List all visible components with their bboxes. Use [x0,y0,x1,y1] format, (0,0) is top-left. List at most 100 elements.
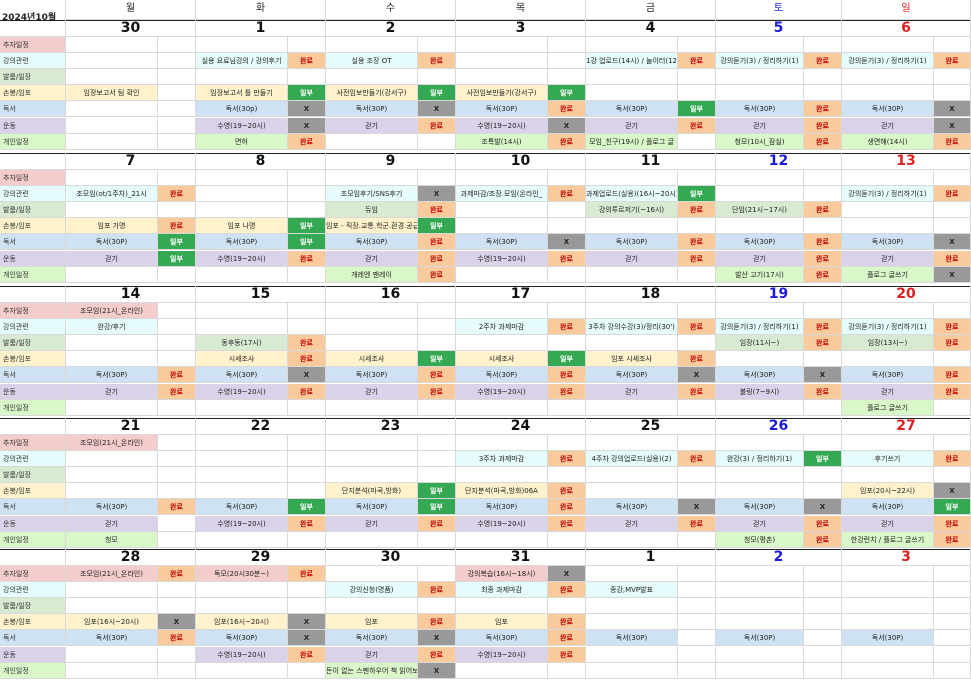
status-badge: X [418,186,456,203]
status-badge [548,53,586,70]
status-badge: 완료 [548,133,586,150]
status-badge [934,218,971,235]
task-cell [66,483,158,500]
status-badge: 완료 [418,367,456,384]
status-badge: 완료 [548,319,586,336]
task-cell [196,186,288,203]
task-cell [586,170,678,187]
status-badge [804,399,842,416]
task-cell: 독서(30P) [716,101,804,118]
task-cell [586,303,678,320]
task-cell [842,467,934,484]
task-cell [196,598,288,615]
status-badge [548,467,586,484]
task-cell: 독서(30P) [326,234,418,251]
status-badge: X [934,266,971,283]
status-badge: X [548,234,586,251]
task-cell: 수영(19~20시) [196,646,288,663]
task-cell: 임포 - 직장.교통.학군.환경.공급 [326,218,418,235]
status-badge: 완료 [548,499,586,516]
task-cell: 걷기 [326,250,418,267]
status-badge: X [158,614,196,631]
status-badge: X [288,117,326,134]
weekday-header: 목 [456,0,586,20]
day-number: 10 [456,153,586,170]
status-badge: X [288,630,326,647]
task-cell: 면허 [196,133,288,150]
task-cell: 강의복습(16시~18시) [456,566,548,583]
status-badge [158,85,196,102]
row-label: 운동 [0,383,66,400]
status-badge: 일부 [418,85,456,102]
week-separator [0,549,971,550]
task-cell [842,69,934,86]
status-badge [158,435,196,452]
task-cell [326,37,418,54]
task-cell [716,399,804,416]
task-cell [586,335,678,352]
status-badge [548,598,586,615]
task-cell [196,37,288,54]
row-label: 독서 [0,101,66,118]
status-badge: 완료 [934,186,971,203]
status-badge [804,566,842,583]
status-badge [678,598,716,615]
task-cell: 독서(30P) [842,234,934,251]
status-badge [678,646,716,663]
task-cell [842,351,934,368]
row-label: 운동 [0,646,66,663]
task-cell [196,467,288,484]
status-badge: X [934,117,971,134]
day-number: 30 [326,549,456,566]
status-badge [678,614,716,631]
day-number: 24 [456,418,586,435]
status-badge [804,170,842,187]
status-badge: 완료 [804,515,842,532]
task-cell: 사전임보만들기(강서구) [456,85,548,102]
task-cell: 청모 [66,531,158,548]
status-badge [158,483,196,500]
weekday-header: 토 [716,0,842,20]
task-cell [196,399,288,416]
status-badge: 일부 [418,499,456,516]
weekday-header: 월 [66,0,196,20]
status-badge [158,303,196,320]
task-cell [716,186,804,203]
status-badge: 완료 [288,335,326,352]
task-cell: 임포 [326,614,418,631]
task-cell: 조모임후기/SNS후기 [326,186,418,203]
task-cell: 걷기 [586,515,678,532]
task-cell [716,646,804,663]
day-number: 3 [842,549,971,566]
status-badge [804,303,842,320]
status-badge [804,598,842,615]
task-cell [326,451,418,468]
row-label: 독서 [0,234,66,251]
task-cell: 독서(30P) [326,367,418,384]
status-badge [934,170,971,187]
task-cell [716,85,804,102]
task-cell: 독서(30P) [842,630,934,647]
task-cell [66,582,158,599]
task-cell: 걷기 [716,515,804,532]
task-cell: 듀임 [326,202,418,219]
day-number: 2 [716,549,842,566]
status-badge: 완료 [418,614,456,631]
task-cell [66,117,158,134]
task-cell [326,399,418,416]
task-cell: 걷기 [326,383,418,400]
status-badge [804,630,842,647]
status-badge: 완료 [678,250,716,267]
task-cell [842,85,934,102]
status-badge [934,646,971,663]
week-separator [0,20,971,21]
task-cell: 강의듣기(3) / 정리하기(1) [842,186,934,203]
task-cell: 독서(30P) [456,101,548,118]
task-cell [456,266,548,283]
row-label: 추자일정 [0,435,66,452]
task-cell: 수영(19~20시) [456,383,548,400]
row-label: 운동 [0,117,66,134]
row-label: 개인일정 [0,266,66,283]
status-badge [678,170,716,187]
row-label: 개인일정 [0,399,66,416]
